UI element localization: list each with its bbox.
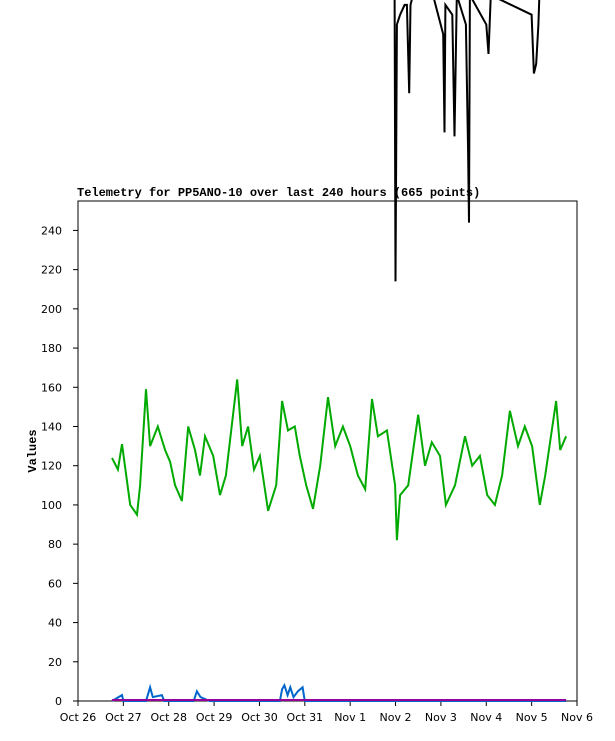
x-tick-label: Nov 3: [425, 711, 457, 724]
y-tick-label: 20: [48, 656, 62, 669]
y-tick-label: 200: [41, 303, 62, 316]
x-tick-label: Nov 6: [561, 711, 593, 724]
x-tick-label: Nov 1: [334, 711, 366, 724]
y-tick-label: 80: [48, 538, 62, 551]
y-tick-label: 120: [41, 460, 62, 473]
x-tick-label: Oct 28: [150, 711, 187, 724]
series-line: [111, 682, 567, 702]
y-axis-label: Values: [26, 429, 40, 472]
x-tick-label: Oct 26: [60, 711, 97, 724]
x-tick-label: Oct 30: [241, 711, 278, 724]
y-tick-label: 160: [41, 381, 62, 394]
x-tick-label: Nov 5: [516, 711, 548, 724]
x-tick-label: Nov 4: [470, 711, 502, 724]
y-tick-label: 40: [48, 617, 62, 630]
y-tick-label: 140: [41, 420, 62, 433]
y-tick-label: 60: [48, 577, 62, 590]
x-tick-label: Oct 27: [105, 711, 142, 724]
x-tick-label: Oct 29: [196, 711, 233, 724]
series-line: [393, 0, 541, 282]
y-tick-label: 0: [55, 695, 62, 708]
y-tick-label: 100: [41, 499, 62, 512]
y-tick-label: 240: [41, 224, 62, 237]
y-tick-label: 220: [41, 264, 62, 277]
x-tick-label: Oct 31: [287, 711, 324, 724]
y-tick-label: 180: [41, 342, 62, 355]
x-tick-label: Nov 2: [380, 711, 412, 724]
series-line: [111, 379, 568, 541]
chart-title: Telemetry for PP5ANO-10 over last 240 ho…: [77, 186, 480, 200]
plot-frame: [77, 200, 578, 702]
